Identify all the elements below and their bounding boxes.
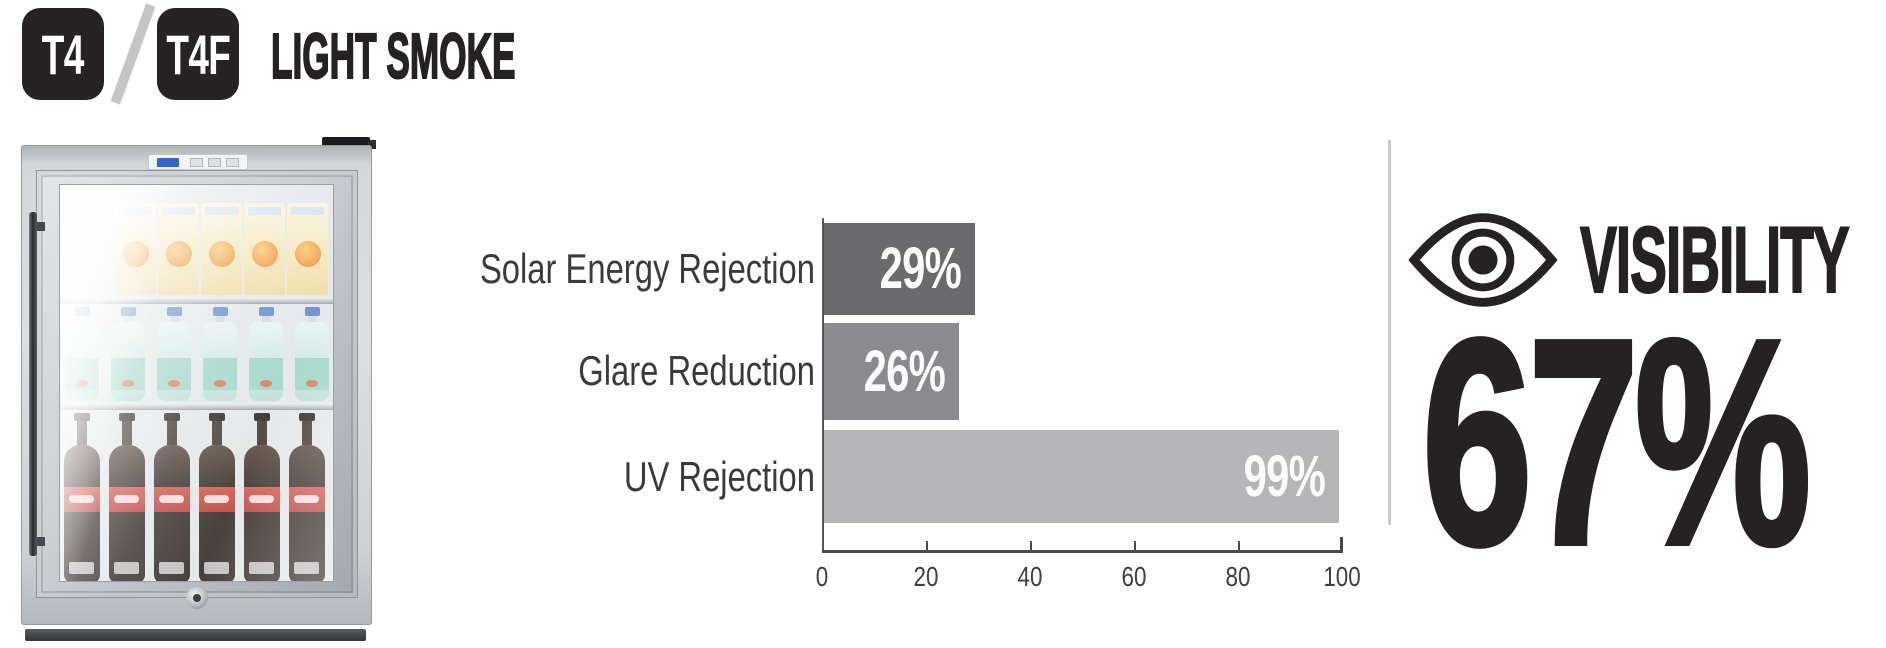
handle-bar bbox=[29, 212, 37, 556]
visibility-label: VISIBILITY bbox=[1579, 207, 1850, 312]
x-axis-tick bbox=[1238, 541, 1240, 553]
x-axis-tick-label: 80 bbox=[1225, 561, 1251, 592]
temperature-display bbox=[157, 158, 179, 167]
model-badge-t4-label: T4 bbox=[42, 22, 84, 86]
fridge-door-lock bbox=[186, 587, 208, 609]
x-axis-tick-label: 20 bbox=[913, 561, 939, 592]
handle-bracket bbox=[33, 537, 45, 546]
handle-bracket bbox=[33, 222, 45, 231]
model-badge-t4f-label: T4F bbox=[166, 22, 230, 86]
control-button bbox=[226, 158, 239, 167]
model-badge-t4f: T4F bbox=[157, 8, 239, 100]
visibility-header: VISIBILITY bbox=[1408, 206, 1886, 314]
bar-value-label: 26% bbox=[863, 338, 946, 404]
section-divider bbox=[1388, 140, 1391, 525]
x-axis-tick-label: 0 bbox=[815, 561, 829, 592]
x-axis-line bbox=[822, 550, 1342, 553]
fridge-control-panel bbox=[148, 154, 248, 170]
control-button bbox=[190, 158, 203, 167]
bar-glare-reduction: 26% bbox=[824, 323, 960, 420]
x-axis-tick bbox=[926, 541, 928, 553]
x-axis-tick-label: 100 bbox=[1323, 561, 1361, 592]
fridge-glass-door bbox=[59, 184, 334, 582]
x-axis-tick bbox=[1134, 541, 1136, 553]
fridge-body bbox=[21, 145, 372, 625]
fridge-photo bbox=[21, 137, 376, 645]
chart-category-label: Glare Reduction bbox=[578, 347, 815, 394]
chart-category-label: Solar Energy Rejection bbox=[479, 245, 815, 292]
fridge-door-handle bbox=[24, 212, 45, 556]
visibility-value: 67% bbox=[1420, 279, 1813, 605]
bar-value-label: 99% bbox=[1243, 443, 1325, 509]
bar-chart-plot: 29% 26% 99% 0 20 40 60 80 100 bbox=[816, 218, 1361, 591]
x-axis-tick bbox=[1030, 541, 1032, 553]
y-axis-line bbox=[822, 218, 824, 553]
bar-uv-rejection: 99% bbox=[824, 430, 1339, 523]
control-button bbox=[208, 158, 221, 167]
fridge-base-shadow bbox=[25, 629, 366, 641]
x-axis-end-tick bbox=[1340, 537, 1343, 553]
product-name: LIGHT SMOKE bbox=[270, 20, 516, 92]
model-badge-t4: T4 bbox=[22, 8, 104, 100]
x-axis-tick-label: 60 bbox=[1121, 561, 1147, 592]
badge-separator-slash bbox=[112, 6, 152, 102]
x-axis-tick-label: 40 bbox=[1017, 561, 1043, 592]
bar-value-label: 29% bbox=[879, 236, 961, 301]
bar-solar-energy-rejection: 29% bbox=[824, 223, 975, 315]
chart-category-label: UV Rejection bbox=[623, 453, 815, 500]
eye-icon bbox=[1408, 213, 1558, 307]
